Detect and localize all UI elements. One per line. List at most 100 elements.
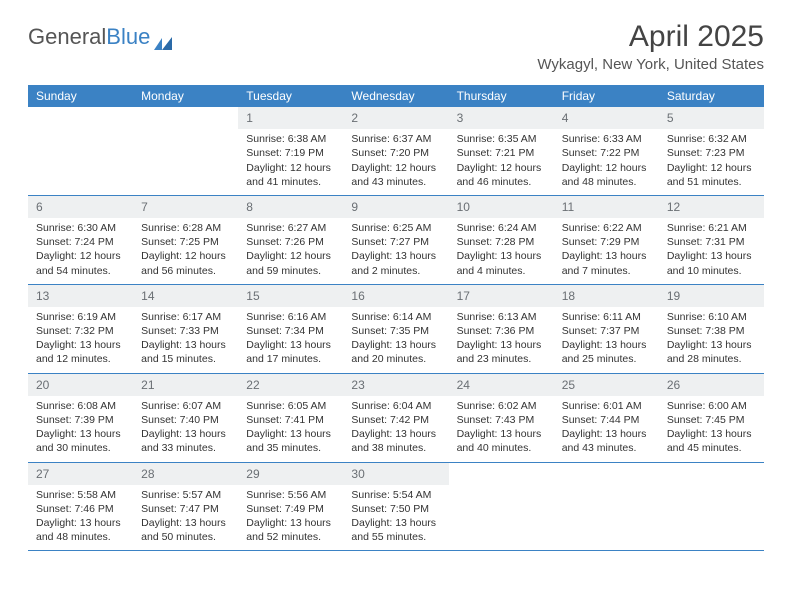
day-cell: 11Sunrise: 6:22 AMSunset: 7:29 PMDayligh…: [554, 196, 659, 284]
dow-header-row: SundayMondayTuesdayWednesdayThursdayFrid…: [28, 85, 764, 107]
day-cell: 3Sunrise: 6:35 AMSunset: 7:21 PMDaylight…: [449, 107, 554, 195]
sunset-line: Sunset: 7:44 PM: [562, 413, 651, 427]
daylight-line: Daylight: 13 hours and 2 minutes.: [351, 249, 440, 277]
day-number: 27: [28, 463, 133, 485]
day-body: Sunrise: 6:07 AMSunset: 7:40 PMDaylight:…: [133, 396, 238, 462]
day-cell: 23Sunrise: 6:04 AMSunset: 7:42 PMDayligh…: [343, 374, 448, 462]
day-cell: 26Sunrise: 6:00 AMSunset: 7:45 PMDayligh…: [659, 374, 764, 462]
day-number: 20: [28, 374, 133, 396]
dow-header: Wednesday: [343, 85, 448, 107]
day-cell: 20Sunrise: 6:08 AMSunset: 7:39 PMDayligh…: [28, 374, 133, 462]
sunrise-line: Sunrise: 6:13 AM: [457, 310, 546, 324]
day-cell: 28Sunrise: 5:57 AMSunset: 7:47 PMDayligh…: [133, 463, 238, 551]
sunset-line: Sunset: 7:19 PM: [246, 146, 335, 160]
sunrise-line: Sunrise: 6:00 AM: [667, 399, 756, 413]
daylight-line: Daylight: 13 hours and 17 minutes.: [246, 338, 335, 366]
sunrise-line: Sunrise: 6:24 AM: [457, 221, 546, 235]
sunrise-line: Sunrise: 6:22 AM: [562, 221, 651, 235]
daylight-line: Daylight: 13 hours and 45 minutes.: [667, 427, 756, 455]
sunset-line: Sunset: 7:34 PM: [246, 324, 335, 338]
day-number: 15: [238, 285, 343, 307]
day-body: Sunrise: 5:57 AMSunset: 7:47 PMDaylight:…: [133, 485, 238, 551]
sunset-line: Sunset: 7:38 PM: [667, 324, 756, 338]
day-body: Sunrise: 6:33 AMSunset: 7:22 PMDaylight:…: [554, 129, 659, 195]
location-text: Wykagyl, New York, United States: [537, 56, 764, 73]
sunset-line: Sunset: 7:37 PM: [562, 324, 651, 338]
day-body: Sunrise: 6:30 AMSunset: 7:24 PMDaylight:…: [28, 218, 133, 284]
sunset-line: Sunset: 7:40 PM: [141, 413, 230, 427]
brand-logo: GeneralBlue: [28, 20, 174, 50]
day-cell: 10Sunrise: 6:24 AMSunset: 7:28 PMDayligh…: [449, 196, 554, 284]
sunrise-line: Sunrise: 6:10 AM: [667, 310, 756, 324]
day-body: Sunrise: 6:35 AMSunset: 7:21 PMDaylight:…: [449, 129, 554, 195]
sunrise-line: Sunrise: 6:37 AM: [351, 132, 440, 146]
sunrise-line: Sunrise: 6:08 AM: [36, 399, 125, 413]
day-body: Sunrise: 6:00 AMSunset: 7:45 PMDaylight:…: [659, 396, 764, 462]
day-number: 29: [238, 463, 343, 485]
day-cell: 7Sunrise: 6:28 AMSunset: 7:25 PMDaylight…: [133, 196, 238, 284]
calendar: SundayMondayTuesdayWednesdayThursdayFrid…: [28, 85, 764, 551]
sunrise-line: Sunrise: 5:58 AM: [36, 488, 125, 502]
daylight-line: Daylight: 13 hours and 52 minutes.: [246, 516, 335, 544]
day-body: Sunrise: 6:28 AMSunset: 7:25 PMDaylight:…: [133, 218, 238, 284]
day-body: Sunrise: 6:16 AMSunset: 7:34 PMDaylight:…: [238, 307, 343, 373]
day-number: 10: [449, 196, 554, 218]
sunrise-line: Sunrise: 6:16 AM: [246, 310, 335, 324]
day-body: Sunrise: 6:10 AMSunset: 7:38 PMDaylight:…: [659, 307, 764, 373]
daylight-line: Daylight: 13 hours and 48 minutes.: [36, 516, 125, 544]
sunrise-line: Sunrise: 5:54 AM: [351, 488, 440, 502]
day-body: Sunrise: 6:27 AMSunset: 7:26 PMDaylight:…: [238, 218, 343, 284]
day-body: Sunrise: 6:08 AMSunset: 7:39 PMDaylight:…: [28, 396, 133, 462]
daylight-line: Daylight: 12 hours and 46 minutes.: [457, 161, 546, 189]
dow-header: Thursday: [449, 85, 554, 107]
daylight-line: Daylight: 12 hours and 43 minutes.: [351, 161, 440, 189]
dow-header: Monday: [133, 85, 238, 107]
sunset-line: Sunset: 7:39 PM: [36, 413, 125, 427]
day-body: Sunrise: 6:24 AMSunset: 7:28 PMDaylight:…: [449, 218, 554, 284]
daylight-line: Daylight: 13 hours and 35 minutes.: [246, 427, 335, 455]
day-cell: 22Sunrise: 6:05 AMSunset: 7:41 PMDayligh…: [238, 374, 343, 462]
daylight-line: Daylight: 13 hours and 55 minutes.: [351, 516, 440, 544]
daylight-line: Daylight: 13 hours and 12 minutes.: [36, 338, 125, 366]
day-cell: 2Sunrise: 6:37 AMSunset: 7:20 PMDaylight…: [343, 107, 448, 195]
day-number: 24: [449, 374, 554, 396]
day-number: 13: [28, 285, 133, 307]
sunset-line: Sunset: 7:50 PM: [351, 502, 440, 516]
day-number: 12: [659, 196, 764, 218]
sunrise-line: Sunrise: 6:17 AM: [141, 310, 230, 324]
header: GeneralBlue April 2025 Wykagyl, New York…: [28, 20, 764, 73]
day-cell: 9Sunrise: 6:25 AMSunset: 7:27 PMDaylight…: [343, 196, 448, 284]
sunset-line: Sunset: 7:47 PM: [141, 502, 230, 516]
day-body: Sunrise: 6:22 AMSunset: 7:29 PMDaylight:…: [554, 218, 659, 284]
day-number: 6: [28, 196, 133, 218]
sunrise-line: Sunrise: 6:25 AM: [351, 221, 440, 235]
daylight-line: Daylight: 13 hours and 43 minutes.: [562, 427, 651, 455]
sunset-line: Sunset: 7:43 PM: [457, 413, 546, 427]
sunset-line: Sunset: 7:33 PM: [141, 324, 230, 338]
day-cell: 14Sunrise: 6:17 AMSunset: 7:33 PMDayligh…: [133, 285, 238, 373]
daylight-line: Daylight: 13 hours and 50 minutes.: [141, 516, 230, 544]
week-row: ..1Sunrise: 6:38 AMSunset: 7:19 PMDaylig…: [28, 107, 764, 196]
day-body: Sunrise: 6:11 AMSunset: 7:37 PMDaylight:…: [554, 307, 659, 373]
dow-header: Tuesday: [238, 85, 343, 107]
brand-part1: General: [28, 24, 106, 50]
day-cell: .: [659, 463, 764, 551]
day-body: Sunrise: 5:54 AMSunset: 7:50 PMDaylight:…: [343, 485, 448, 551]
sunset-line: Sunset: 7:22 PM: [562, 146, 651, 160]
daylight-line: Daylight: 13 hours and 7 minutes.: [562, 249, 651, 277]
day-number: 9: [343, 196, 448, 218]
day-number: 14: [133, 285, 238, 307]
sunset-line: Sunset: 7:46 PM: [36, 502, 125, 516]
sunset-line: Sunset: 7:24 PM: [36, 235, 125, 249]
week-row: 27Sunrise: 5:58 AMSunset: 7:46 PMDayligh…: [28, 463, 764, 552]
day-cell: .: [133, 107, 238, 195]
sunset-line: Sunset: 7:26 PM: [246, 235, 335, 249]
day-number: 1: [238, 107, 343, 129]
sunset-line: Sunset: 7:29 PM: [562, 235, 651, 249]
day-body: Sunrise: 6:02 AMSunset: 7:43 PMDaylight:…: [449, 396, 554, 462]
day-number: 25: [554, 374, 659, 396]
sunrise-line: Sunrise: 6:04 AM: [351, 399, 440, 413]
sunrise-line: Sunrise: 6:32 AM: [667, 132, 756, 146]
day-number: 4: [554, 107, 659, 129]
daylight-line: Daylight: 12 hours and 56 minutes.: [141, 249, 230, 277]
